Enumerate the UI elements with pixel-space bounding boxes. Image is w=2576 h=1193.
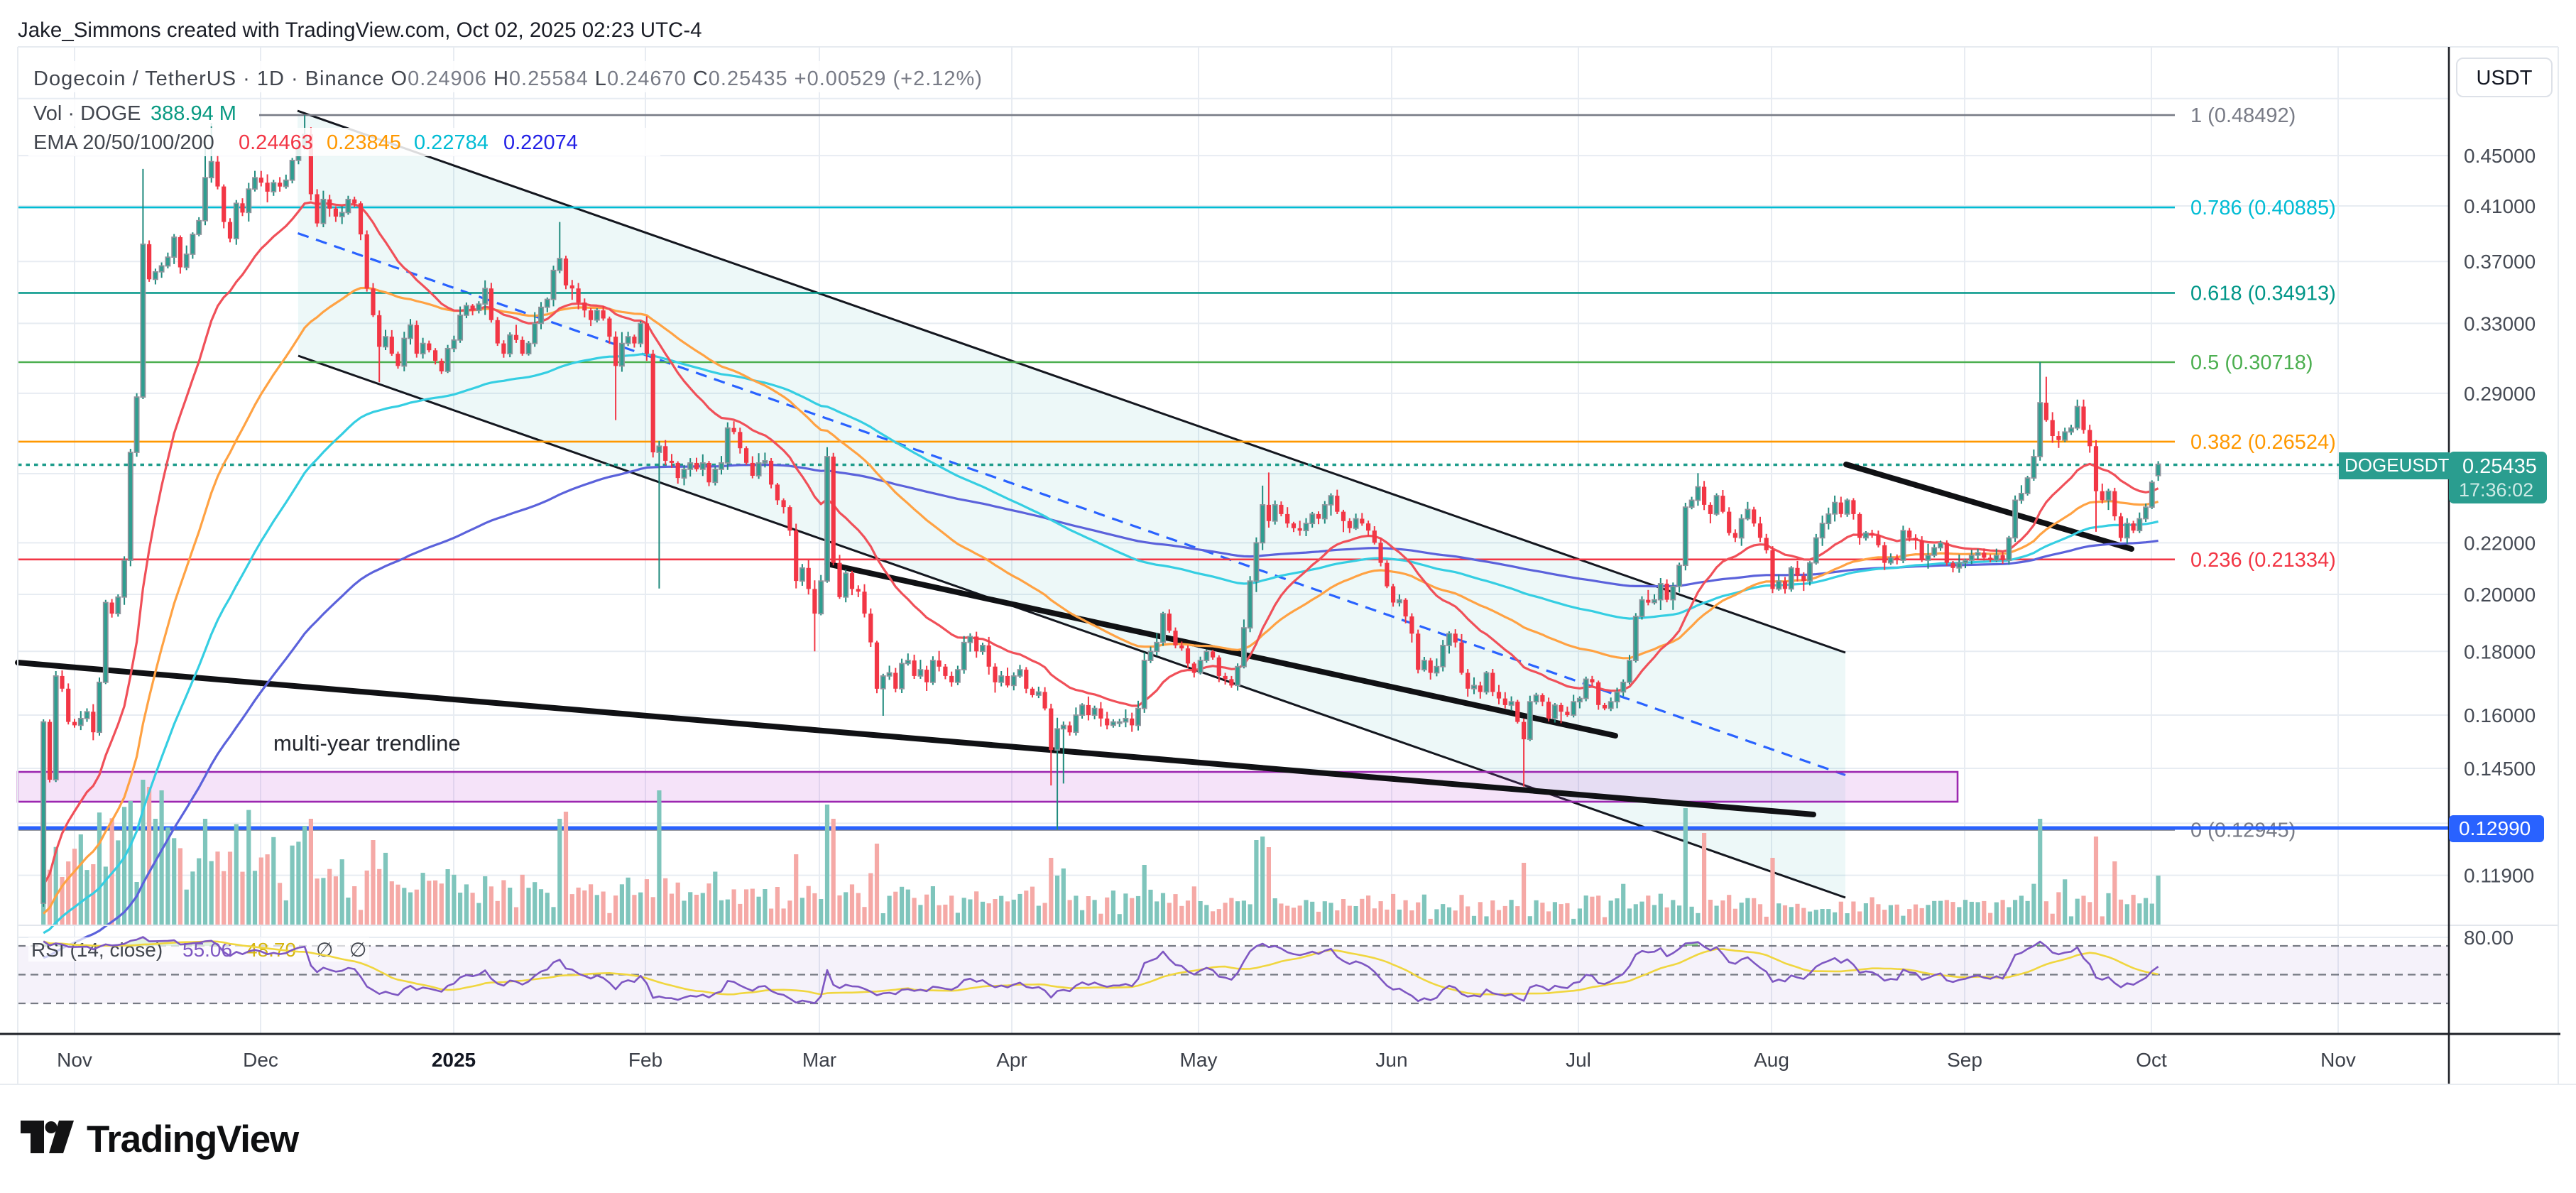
- svg-text:Nov: Nov: [2320, 1049, 2356, 1071]
- svg-text:0.20000: 0.20000: [2464, 584, 2536, 606]
- svg-text:0.25435: 0.25435: [2462, 455, 2537, 478]
- svg-text:0.29000: 0.29000: [2464, 383, 2536, 405]
- svg-text:Dogecoin / TetherUS · 1D · Bin: Dogecoin / TetherUS · 1D · Binance O0.24…: [33, 67, 983, 90]
- svg-text:Jun: Jun: [1375, 1049, 1407, 1071]
- svg-text:80.00: 80.00: [2464, 927, 2514, 949]
- svg-text:0.41000: 0.41000: [2464, 195, 2536, 217]
- svg-text:0.618 (0.34913): 0.618 (0.34913): [2190, 283, 2336, 305]
- svg-text:TradingView: TradingView: [87, 1118, 300, 1160]
- svg-text:Apr: Apr: [996, 1049, 1027, 1071]
- svg-text:0.12990: 0.12990: [2459, 817, 2531, 839]
- svg-text:0.786 (0.40885): 0.786 (0.40885): [2190, 197, 2336, 219]
- svg-text:0.45000: 0.45000: [2464, 145, 2536, 167]
- svg-text:2025: 2025: [432, 1049, 476, 1071]
- svg-text:Aug: Aug: [1754, 1049, 1789, 1071]
- svg-text:0.236 (0.21334): 0.236 (0.21334): [2190, 549, 2336, 572]
- svg-text:0.11900: 0.11900: [2464, 865, 2534, 887]
- svg-text:0.33000: 0.33000: [2464, 312, 2536, 334]
- svg-text:Feb: Feb: [628, 1049, 662, 1071]
- svg-text:0.22000: 0.22000: [2464, 532, 2536, 554]
- svg-text:0.5 (0.30718): 0.5 (0.30718): [2190, 352, 2313, 374]
- svg-text:Dec: Dec: [243, 1049, 278, 1071]
- svg-text:Oct: Oct: [2136, 1049, 2167, 1071]
- svg-text:0.382 (0.26524): 0.382 (0.26524): [2190, 431, 2336, 454]
- svg-text:multi-year trendline: multi-year trendline: [273, 731, 461, 756]
- svg-text:Mar: Mar: [802, 1049, 836, 1071]
- svg-text:0.16000: 0.16000: [2464, 704, 2536, 726]
- svg-text:Jul: Jul: [1566, 1049, 1591, 1071]
- svg-text:Jake_Simmons created with Trad: Jake_Simmons created with TradingView.co…: [18, 18, 702, 42]
- svg-text:17:36:02: 17:36:02: [2459, 479, 2533, 501]
- svg-text:Vol · DOGE 388.94 M: Vol · DOGE 388.94 M: [33, 102, 236, 125]
- svg-text:Sep: Sep: [1947, 1049, 1982, 1071]
- svg-text:0.14500: 0.14500: [2464, 758, 2536, 780]
- svg-text:DOGEUSDT: DOGEUSDT: [2345, 454, 2449, 476]
- svg-text:May: May: [1180, 1049, 1218, 1071]
- svg-text:USDT: USDT: [2477, 67, 2533, 89]
- svg-text:1 (0.48492): 1 (0.48492): [2190, 104, 2296, 127]
- svg-text:0.37000: 0.37000: [2464, 251, 2536, 273]
- svg-text:0.18000: 0.18000: [2464, 641, 2536, 663]
- svg-text:0 (0.12945): 0 (0.12945): [2190, 819, 2296, 842]
- svg-text:Nov: Nov: [57, 1049, 92, 1071]
